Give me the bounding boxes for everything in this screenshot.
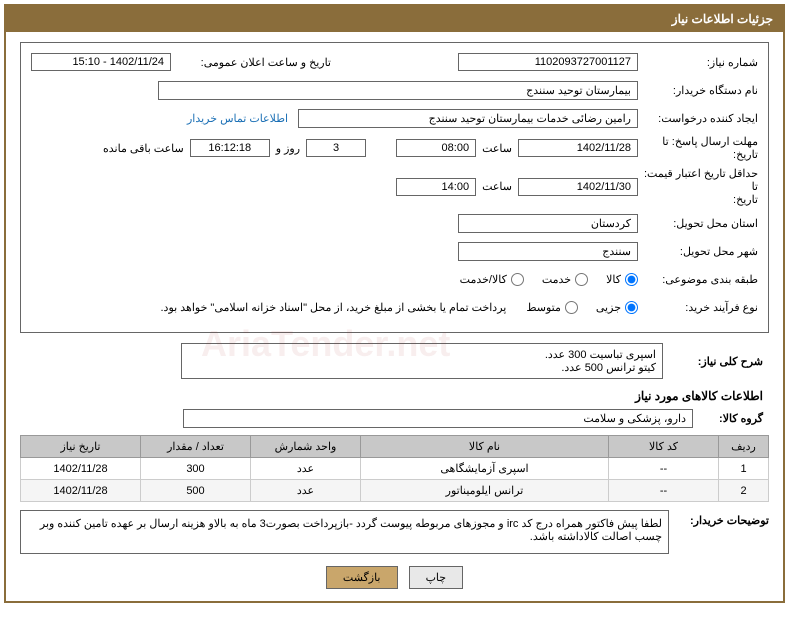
need-number-value: 1102093727001127 bbox=[458, 53, 638, 71]
th-row: ردیف bbox=[719, 436, 769, 458]
radio-goods[interactable]: کالا bbox=[606, 273, 638, 286]
overview-label: شرح کلی نیاز: bbox=[663, 355, 763, 368]
validity-hour-label: ساعت bbox=[482, 180, 512, 193]
table-row: 2 -- ترانس ایلومیناتور عدد 500 1402/11/2… bbox=[21, 480, 769, 502]
td-code: -- bbox=[609, 458, 719, 480]
process-radio-group: جزیی متوسط bbox=[526, 301, 638, 314]
row-city: شهر محل تحویل: سنندج bbox=[31, 240, 758, 262]
panel-header: جزئیات اطلاعات نیاز bbox=[6, 6, 783, 32]
city-value: سنندج bbox=[458, 242, 638, 261]
buyer-org-value: بیمارستان توحید سنندج bbox=[158, 81, 638, 100]
details-box: AriaTender.net شماره نیاز: 1102093727001… bbox=[20, 42, 769, 333]
td-name: ترانس ایلومیناتور bbox=[361, 480, 609, 502]
group-value: دارو، پزشکی و سلامت bbox=[183, 409, 693, 428]
province-value: کردستان bbox=[458, 214, 638, 233]
need-number-label: شماره نیاز: bbox=[638, 56, 758, 69]
td-row: 1 bbox=[719, 458, 769, 480]
th-unit: واحد شمارش bbox=[251, 436, 361, 458]
row-need-number: شماره نیاز: 1102093727001127 تاریخ و ساع… bbox=[31, 51, 758, 73]
deadline-label: مهلت ارسال پاسخ: تا تاریخ: bbox=[638, 135, 758, 161]
deadline-hour-label: ساعت bbox=[482, 142, 512, 155]
validity-date-value: 1402/11/30 bbox=[518, 178, 638, 196]
buyer-notes-row: توضیحات خریدار: لطفا پیش فاکتور همراه در… bbox=[20, 510, 769, 554]
row-requester: ایجاد کننده درخواست: رامین رضائی خدمات ب… bbox=[31, 107, 758, 129]
row-deadline: مهلت ارسال پاسخ: تا تاریخ: 1402/11/28 سا… bbox=[31, 135, 758, 161]
radio-service[interactable]: خدمت bbox=[542, 273, 588, 286]
print-button[interactable]: چاپ bbox=[409, 566, 464, 589]
radio-medium[interactable]: متوسط bbox=[526, 301, 578, 314]
buyer-org-label: نام دستگاه خریدار: bbox=[638, 84, 758, 97]
announce-dt-label: تاریخ و ساعت اعلان عمومی: bbox=[171, 56, 331, 69]
th-code: کد کالا bbox=[609, 436, 719, 458]
main-container: جزئیات اطلاعات نیاز AriaTender.net شماره… bbox=[4, 4, 785, 603]
td-row: 2 bbox=[719, 480, 769, 502]
requester-label: ایجاد کننده درخواست: bbox=[638, 112, 758, 125]
goods-table: ردیف کد کالا نام کالا واحد شمارش تعداد /… bbox=[20, 435, 769, 502]
panel-title: جزئیات اطلاعات نیاز bbox=[672, 12, 773, 26]
goods-section-title: اطلاعات کالاهای مورد نیاز bbox=[26, 389, 763, 403]
deadline-date-value: 1402/11/28 bbox=[518, 139, 638, 157]
remaining-days-label: روز و bbox=[276, 142, 300, 155]
payment-note: پرداخت تمام یا بخشی از مبلغ خرید، از محل… bbox=[161, 301, 507, 314]
radio-service-label: خدمت bbox=[542, 273, 571, 286]
td-date: 1402/11/28 bbox=[21, 480, 141, 502]
validity-label: حداقل تاریخ اعتبار قیمت: تا تاریخ: bbox=[638, 167, 758, 206]
overview-text: اسپری تباسیت 300 عدد. کیتو ترانس 500 عدد… bbox=[181, 343, 663, 379]
requester-value: رامین رضائی خدمات بیمارستان توحید سنندج bbox=[298, 109, 638, 128]
th-qty: تعداد / مقدار bbox=[141, 436, 251, 458]
category-label: طبقه بندی موضوعی: bbox=[638, 273, 758, 286]
td-qty: 500 bbox=[141, 480, 251, 502]
button-row: چاپ بازگشت bbox=[6, 566, 783, 589]
table-row: 1 -- اسپری آزمایشگاهی عدد 300 1402/11/28 bbox=[21, 458, 769, 480]
radio-small[interactable]: جزیی bbox=[596, 301, 638, 314]
validity-hour-value: 14:00 bbox=[396, 178, 476, 196]
th-date: تاریخ نیاز bbox=[21, 436, 141, 458]
td-code: -- bbox=[609, 480, 719, 502]
category-radio-group: کالا خدمت کالا/خدمت bbox=[460, 273, 638, 286]
radio-small-label: جزیی bbox=[596, 301, 621, 314]
radio-both[interactable]: کالا/خدمت bbox=[460, 273, 524, 286]
radio-medium-input[interactable] bbox=[565, 301, 578, 314]
row-province: استان محل تحویل: کردستان bbox=[31, 212, 758, 234]
contact-buyer-link[interactable]: اطلاعات تماس خریدار bbox=[187, 112, 288, 125]
row-process: نوع فرآیند خرید: جزیی متوسط پرداخت تمام … bbox=[31, 296, 758, 318]
row-validity: حداقل تاریخ اعتبار قیمت: تا تاریخ: 1402/… bbox=[31, 167, 758, 206]
group-label: گروه کالا: bbox=[693, 412, 763, 425]
province-label: استان محل تحویل: bbox=[638, 217, 758, 230]
td-name: اسپری آزمایشگاهی bbox=[361, 458, 609, 480]
remaining-time-value: 16:12:18 bbox=[190, 139, 270, 157]
table-header-row: ردیف کد کالا نام کالا واحد شمارش تعداد /… bbox=[21, 436, 769, 458]
process-label: نوع فرآیند خرید: bbox=[638, 301, 758, 314]
radio-small-input[interactable] bbox=[625, 301, 638, 314]
row-overview: شرح کلی نیاز: اسپری تباسیت 300 عدد. کیتو… bbox=[26, 343, 763, 379]
radio-both-input[interactable] bbox=[511, 273, 524, 286]
remaining-time-label: ساعت باقی مانده bbox=[103, 142, 184, 155]
row-group: گروه کالا: دارو، پزشکی و سلامت bbox=[26, 407, 763, 429]
announce-dt-value: 1402/11/24 - 15:10 bbox=[31, 53, 171, 71]
row-buyer-org: نام دستگاه خریدار: بیمارستان توحید سنندج bbox=[31, 79, 758, 101]
td-qty: 300 bbox=[141, 458, 251, 480]
td-unit: عدد bbox=[251, 458, 361, 480]
radio-both-label: کالا/خدمت bbox=[460, 273, 507, 286]
back-button[interactable]: بازگشت bbox=[326, 566, 398, 589]
radio-goods-input[interactable] bbox=[625, 273, 638, 286]
buyer-notes-text: لطفا پیش فاکتور همراه درج کد irc و مجوزه… bbox=[20, 510, 669, 554]
deadline-hour-value: 08:00 bbox=[396, 139, 476, 157]
buyer-notes-label: توضیحات خریدار: bbox=[669, 510, 769, 527]
radio-service-input[interactable] bbox=[575, 273, 588, 286]
radio-medium-label: متوسط bbox=[526, 301, 561, 314]
row-category: طبقه بندی موضوعی: کالا خدمت کالا/خدمت bbox=[31, 268, 758, 290]
city-label: شهر محل تحویل: bbox=[638, 245, 758, 258]
radio-goods-label: کالا bbox=[606, 273, 621, 286]
goods-table-container: ردیف کد کالا نام کالا واحد شمارش تعداد /… bbox=[20, 435, 769, 502]
td-date: 1402/11/28 bbox=[21, 458, 141, 480]
td-unit: عدد bbox=[251, 480, 361, 502]
remaining-days-value: 3 bbox=[306, 139, 366, 157]
th-name: نام کالا bbox=[361, 436, 609, 458]
